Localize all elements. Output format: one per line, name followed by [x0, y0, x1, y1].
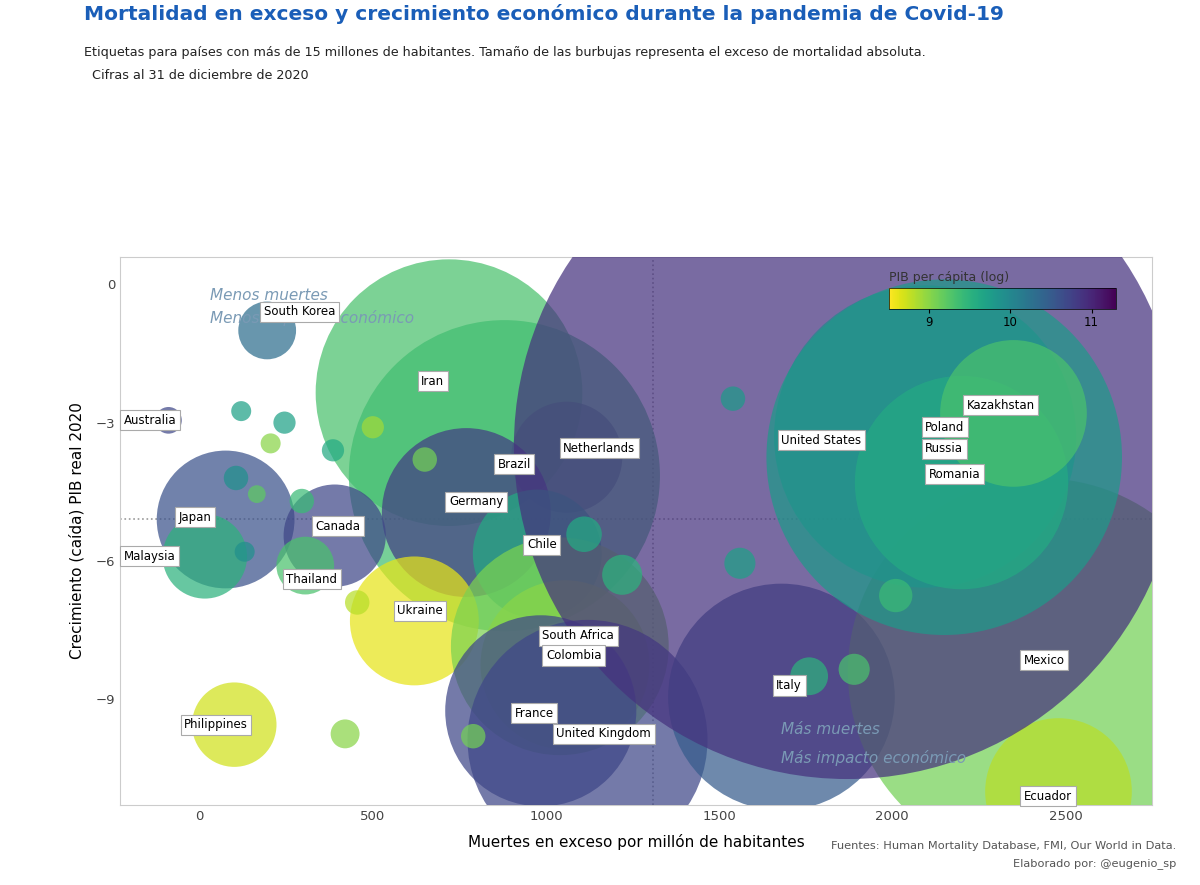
- Text: Philippines: Philippines: [184, 718, 248, 731]
- Point: [224, 718, 244, 732]
- Point: [258, 323, 277, 337]
- Text: Fuentes: Human Mortality Database, FMI, Our World in Data.: Fuentes: Human Mortality Database, FMI, …: [830, 842, 1176, 851]
- Text: Germany: Germany: [449, 496, 503, 509]
- Text: PIB per cápita (log): PIB per cápita (log): [889, 271, 1009, 283]
- Point: [578, 733, 598, 747]
- Text: Thailand: Thailand: [287, 573, 337, 586]
- Point: [275, 416, 294, 430]
- Point: [323, 443, 342, 458]
- Point: [293, 494, 312, 508]
- Text: Ukraine: Ukraine: [397, 604, 443, 617]
- Point: [1004, 406, 1024, 420]
- Point: [799, 669, 818, 683]
- Point: [158, 413, 178, 427]
- Point: [295, 558, 314, 573]
- Text: Chile: Chile: [527, 538, 557, 551]
- Text: Canada: Canada: [316, 519, 361, 533]
- Text: Poland: Poland: [925, 420, 965, 434]
- Point: [364, 420, 383, 435]
- Point: [886, 589, 905, 603]
- Text: Menos impacto económico: Menos impacto económico: [210, 310, 414, 326]
- Point: [551, 639, 570, 653]
- Point: [216, 512, 235, 527]
- Text: Russia: Russia: [925, 442, 964, 456]
- Text: France: France: [515, 706, 554, 720]
- Text: Mortalidad en exceso y crecimiento económico durante la pandemia de Covid-19: Mortalidad en exceso y crecimiento econó…: [84, 4, 1004, 25]
- Point: [415, 452, 434, 466]
- Y-axis label: Crecimiento (caída) PIB real 2020: Crecimiento (caída) PIB real 2020: [68, 403, 84, 659]
- Point: [575, 527, 594, 542]
- Point: [845, 662, 864, 676]
- Point: [247, 487, 266, 501]
- Point: [196, 550, 215, 564]
- Point: [348, 596, 367, 610]
- Text: United States: United States: [781, 434, 862, 447]
- Point: [532, 704, 551, 718]
- Point: [724, 391, 743, 405]
- Point: [556, 658, 575, 672]
- Point: [772, 690, 791, 704]
- Point: [463, 729, 482, 743]
- Text: Italy: Italy: [776, 679, 802, 692]
- Text: Malaysia: Malaysia: [124, 550, 175, 563]
- Point: [494, 468, 514, 482]
- X-axis label: Muertes en exceso por millón de habitantes: Muertes en exceso por millón de habitant…: [468, 835, 804, 850]
- Text: Brazil: Brazil: [498, 458, 530, 471]
- Text: Más impacto económico: Más impacto económico: [781, 750, 966, 766]
- Point: [528, 547, 547, 561]
- Text: Colombia: Colombia: [546, 649, 601, 662]
- Text: South Africa: South Africa: [542, 629, 614, 643]
- Text: South Korea: South Korea: [264, 305, 335, 319]
- Point: [232, 404, 251, 419]
- Point: [457, 505, 476, 519]
- Point: [952, 475, 971, 489]
- Text: Netherlands: Netherlands: [563, 442, 636, 455]
- Text: Romania: Romania: [929, 468, 980, 481]
- Text: Mexico: Mexico: [1024, 654, 1064, 666]
- Point: [557, 450, 576, 465]
- Text: Iran: Iran: [421, 374, 444, 388]
- Text: Japan: Japan: [179, 511, 211, 524]
- Point: [404, 614, 424, 628]
- Point: [262, 436, 281, 450]
- Text: Australia: Australia: [124, 414, 176, 427]
- Text: Cifras al 31 de diciembre de 2020: Cifras al 31 de diciembre de 2020: [84, 69, 308, 82]
- Point: [325, 528, 344, 543]
- Point: [1032, 665, 1051, 679]
- Point: [731, 556, 750, 570]
- Text: Elaborado por: @eugenio_sp: Elaborado por: @eugenio_sp: [1013, 858, 1176, 869]
- Text: United Kingdom: United Kingdom: [557, 727, 652, 741]
- Point: [336, 727, 355, 741]
- Point: [235, 544, 254, 558]
- Text: Menos muertes: Menos muertes: [210, 288, 328, 303]
- Text: Kazakhstan: Kazakhstan: [967, 398, 1034, 412]
- Point: [1049, 784, 1068, 798]
- Point: [838, 439, 857, 453]
- Point: [227, 471, 246, 485]
- Text: Ecuador: Ecuador: [1024, 789, 1072, 803]
- Point: [439, 386, 458, 400]
- Point: [612, 567, 631, 581]
- Text: Etiquetas para países con más de 15 millones de habitantes. Tamaño de las burbuj: Etiquetas para países con más de 15 mill…: [84, 46, 925, 59]
- Text: Más muertes: Más muertes: [781, 722, 881, 737]
- Point: [916, 429, 935, 443]
- Point: [935, 450, 954, 465]
